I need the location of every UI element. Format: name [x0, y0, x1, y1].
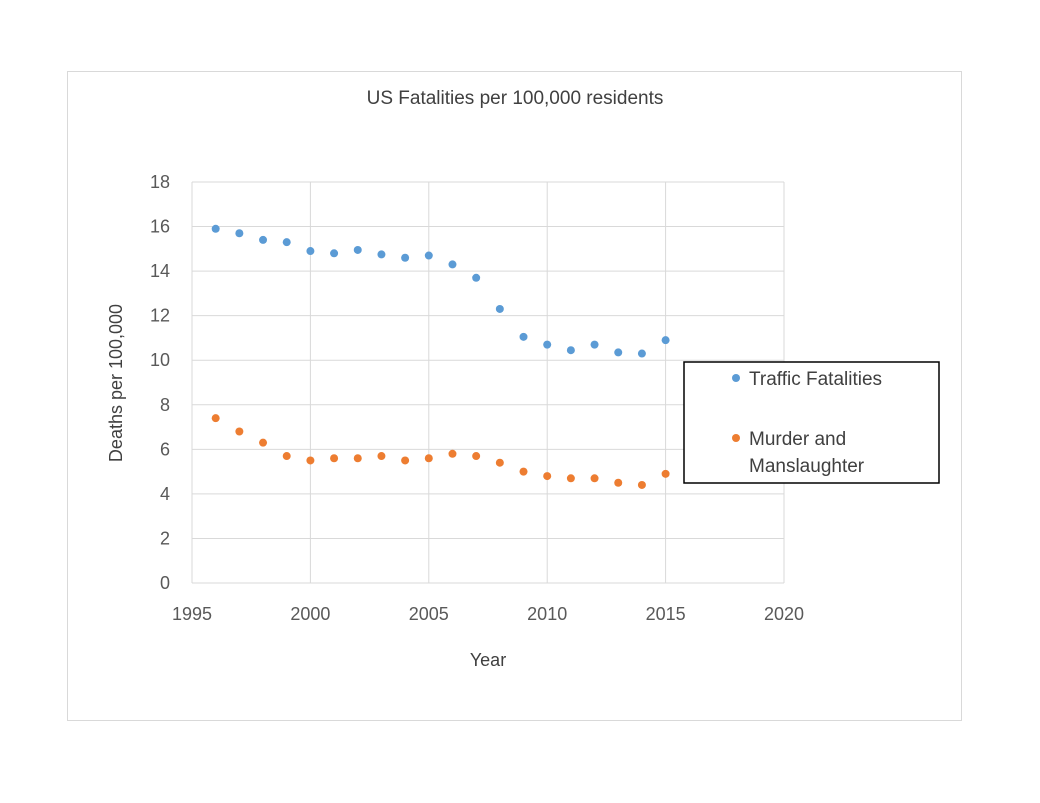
legend: Traffic Fatalities Murder and Manslaught…: [683, 361, 940, 484]
point-traffic: [472, 273, 481, 282]
y-tick-label: 12: [150, 306, 170, 326]
point-murder: [377, 452, 386, 461]
point-traffic: [637, 349, 646, 358]
point-murder: [401, 456, 410, 465]
legend-label-traffic: Traffic Fatalities: [749, 369, 882, 390]
y-tick-label: 6: [160, 439, 170, 459]
point-murder: [235, 427, 244, 436]
point-traffic: [330, 249, 339, 258]
point-murder: [661, 469, 670, 478]
point-traffic: [306, 247, 315, 256]
legend-marker-traffic: [732, 374, 740, 382]
y-tick-label: 8: [160, 395, 170, 415]
y-tick-label: 4: [160, 484, 170, 504]
x-tick-label: 2015: [646, 604, 686, 624]
point-traffic: [282, 238, 291, 247]
x-tick-label: 1995: [172, 604, 212, 624]
x-tick-label: 2000: [290, 604, 330, 624]
point-traffic: [495, 304, 504, 313]
x-axis-ticks: 1995 2000 2005 2010 2015 2020: [172, 604, 804, 624]
point-traffic: [353, 245, 362, 254]
grid-lines: [191, 181, 785, 584]
point-murder: [306, 456, 315, 465]
point-murder: [519, 467, 528, 476]
point-traffic: [543, 340, 552, 349]
legend-marker-murder: [732, 434, 740, 442]
y-tick-label: 0: [160, 573, 170, 593]
point-murder: [590, 474, 599, 483]
point-traffic: [235, 229, 244, 238]
x-tick-label: 2020: [764, 604, 804, 624]
point-murder: [282, 452, 291, 461]
point-murder: [495, 458, 504, 467]
legend-label-murder-line2: Manslaughter: [749, 456, 865, 477]
point-traffic: [448, 260, 457, 269]
chart-title: US Fatalities per 100,000 residents: [367, 88, 664, 109]
data-points: [211, 224, 670, 489]
point-traffic: [566, 346, 575, 355]
point-murder: [211, 414, 220, 423]
point-murder: [566, 474, 575, 483]
point-murder: [637, 480, 646, 489]
point-murder: [424, 454, 433, 463]
point-traffic: [211, 224, 220, 233]
y-tick-label: 18: [150, 172, 170, 192]
legend-box: [683, 361, 940, 484]
point-traffic: [401, 253, 410, 262]
x-tick-label: 2010: [527, 604, 567, 624]
point-murder: [614, 478, 623, 487]
point-traffic: [377, 250, 386, 259]
y-tick-label: 16: [150, 217, 170, 237]
point-murder: [330, 454, 339, 463]
y-axis-title: Deaths per 100,000: [106, 304, 126, 462]
y-tick-label: 2: [160, 528, 170, 548]
x-axis-title: Year: [470, 650, 506, 670]
point-murder: [543, 472, 552, 481]
point-murder: [353, 454, 362, 463]
point-murder: [448, 449, 457, 458]
y-axis-ticks: 0 2 4 6 8 10 12 14 16 18: [150, 172, 170, 593]
legend-label-murder-line1: Murder and: [749, 429, 846, 450]
point-traffic: [259, 235, 268, 244]
point-murder: [259, 438, 268, 447]
point-traffic: [614, 348, 623, 357]
point-traffic: [519, 332, 528, 341]
x-tick-label: 2005: [409, 604, 449, 624]
point-traffic: [424, 251, 433, 260]
point-murder: [472, 452, 481, 461]
y-tick-label: 10: [150, 350, 170, 370]
y-tick-label: 14: [150, 261, 170, 281]
point-traffic: [661, 336, 670, 345]
point-traffic: [590, 340, 599, 349]
